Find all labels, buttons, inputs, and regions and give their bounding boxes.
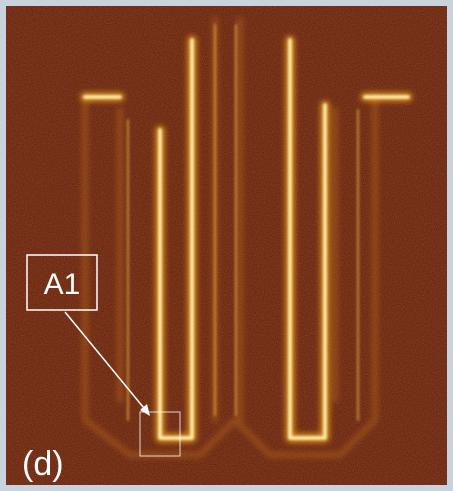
annotation-label: A1 <box>44 268 81 301</box>
noise <box>6 6 447 485</box>
panel-label: (d) <box>22 445 64 483</box>
page: {"labels": {"annotation": "A1", "panel":… <box>0 0 453 491</box>
micrograph: A1 (d) <box>0 0 453 491</box>
